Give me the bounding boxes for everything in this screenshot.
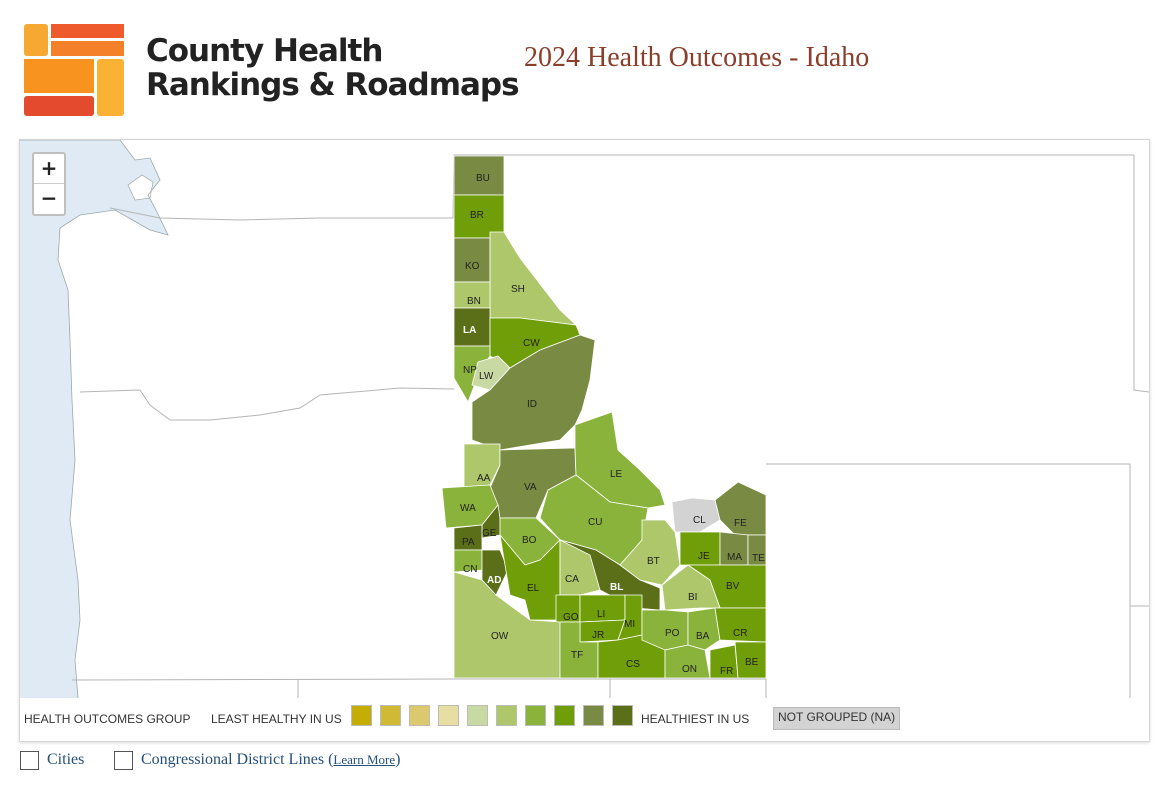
county-label-MI: MI	[624, 619, 635, 630]
county-AA	[463, 443, 501, 489]
county-label-EL: EL	[527, 583, 540, 594]
county-LE	[574, 411, 666, 509]
county-OW	[453, 571, 561, 679]
cities-checkbox[interactable]	[20, 750, 39, 770]
county-label-TE: TE	[752, 553, 765, 564]
legend-swatch-5	[467, 705, 488, 726]
legend-swatch-8	[554, 705, 575, 726]
map-legend: HEALTH OUTCOMES GROUP LEAST HEALTHY IN U…	[20, 698, 1149, 741]
districts-close-paren: )	[395, 751, 401, 768]
county-label-AA: AA	[477, 473, 491, 484]
county-ON	[664, 644, 711, 679]
districts-label: Congressional District Lines (	[141, 751, 334, 768]
map-canvas[interactable]: BU BR KO SH BN LA CW NP LW ID AA VA LE W…	[20, 140, 1149, 698]
districts-checkbox[interactable]	[114, 750, 133, 770]
county-label-CL: CL	[693, 515, 706, 526]
county-label-FE: FE	[734, 518, 747, 529]
county-label-PO: PO	[665, 628, 680, 639]
county-label-NP: NP	[463, 365, 477, 376]
zoom-control: + −	[32, 152, 66, 216]
districts-toggle[interactable]: Congressional District Lines (Learn More…	[114, 748, 400, 772]
zoom-in-button[interactable]: +	[34, 154, 64, 184]
county-label-TF: TF	[571, 650, 583, 661]
county-label-PA: PA	[462, 537, 475, 548]
county-label-LW: LW	[479, 371, 494, 382]
county-label-WA: WA	[460, 503, 476, 514]
county-AD	[481, 549, 509, 596]
brand-line-2: Rankings & Roadmaps	[146, 67, 520, 103]
county-BA	[687, 607, 721, 651]
county-label-VA: VA	[524, 482, 537, 493]
county-label-FR: FR	[720, 666, 733, 677]
county-BE	[734, 641, 767, 679]
legend-na-badge: NOT GROUPED (NA)	[773, 707, 901, 730]
county-label-JE: JE	[698, 551, 710, 562]
idaho-counties[interactable]	[441, 155, 767, 679]
county-label-JR: JR	[592, 630, 604, 641]
map-panel: BU BR KO SH BN LA CW NP LW ID AA VA LE W…	[19, 139, 1150, 742]
legend-swatch-4	[438, 705, 459, 726]
county-label-BT: BT	[647, 556, 660, 567]
county-label-CR: CR	[733, 628, 747, 639]
county-label-ID: ID	[527, 399, 537, 410]
county-label-CN: CN	[463, 564, 477, 575]
learn-more-link[interactable]: Learn More	[333, 752, 396, 767]
legend-swatch-1	[351, 705, 372, 726]
county-label-LA: LA	[463, 325, 476, 336]
county-label-BV: BV	[726, 581, 740, 592]
county-label-KO: KO	[465, 261, 480, 272]
legend-group-label: HEALTH OUTCOMES GROUP	[24, 712, 191, 726]
county-label-BR: BR	[470, 210, 484, 221]
county-label-BU: BU	[476, 173, 490, 184]
county-label-CW: CW	[523, 338, 540, 349]
county-label-AD: AD	[487, 575, 501, 586]
legend-swatch-2	[380, 705, 401, 726]
county-label-CS: CS	[626, 659, 640, 670]
legend-swatch-9	[583, 705, 604, 726]
county-label-LI: LI	[597, 609, 605, 620]
county-label-OW: OW	[491, 631, 509, 642]
cities-label: Cities	[47, 751, 85, 768]
legend-swatch-7	[525, 705, 546, 726]
county-label-BA: BA	[696, 631, 710, 642]
county-label-CA: CA	[565, 574, 579, 585]
page-title: 2024 Health Outcomes - Idaho	[524, 42, 870, 73]
legend-swatch-10	[612, 705, 633, 726]
county-label-BI: BI	[688, 592, 697, 603]
county-label-SH: SH	[511, 284, 525, 295]
county-label-ON: ON	[682, 664, 697, 675]
county-BL	[559, 539, 661, 611]
county-label-LE: LE	[610, 469, 623, 480]
cities-toggle[interactable]: Cities	[20, 748, 84, 772]
brand-line-1: County Health	[146, 33, 383, 69]
county-label-BN: BN	[467, 296, 481, 307]
legend-swatch-3	[409, 705, 430, 726]
brand-name: County Health Rankings & Roadmaps	[146, 33, 520, 103]
legend-swatch-6	[496, 705, 517, 726]
county-label-CU: CU	[588, 517, 602, 528]
pacific-ocean	[20, 140, 168, 698]
county-label-GE: GE	[482, 528, 497, 539]
county-label-MA: MA	[727, 552, 742, 563]
county-label-BL: BL	[610, 582, 623, 593]
zoom-out-button[interactable]: −	[40, 186, 58, 210]
county-KO	[453, 237, 491, 283]
county-label-BE: BE	[745, 657, 759, 668]
chr-logo	[24, 24, 124, 116]
legend-least-label: LEAST HEALTHY IN US	[211, 712, 342, 726]
county-labels: BU BR KO SH BN LA CW NP LW ID AA VA LE W…	[460, 173, 765, 677]
county-label-GO: GO	[563, 612, 579, 623]
county-label-BO: BO	[522, 535, 537, 546]
legend-most-label: HEALTHIEST IN US	[641, 712, 750, 726]
